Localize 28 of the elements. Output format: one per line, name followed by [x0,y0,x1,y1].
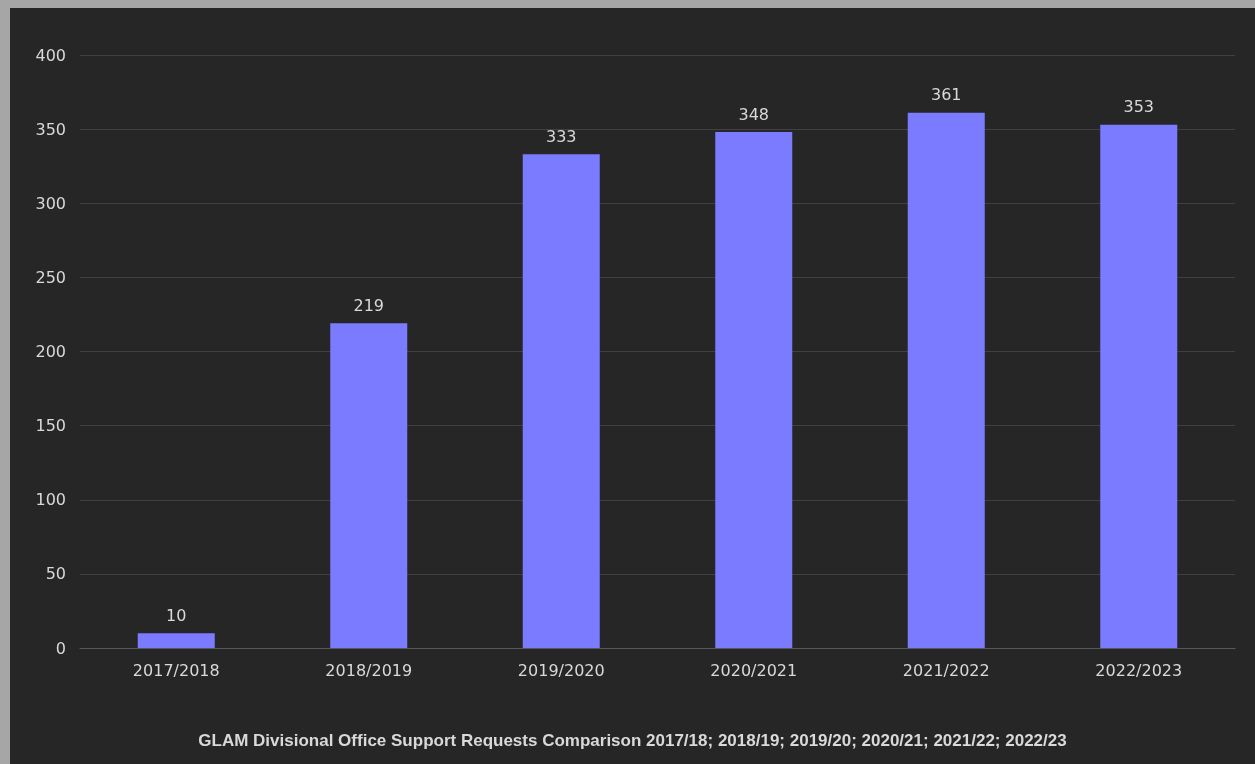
data-label: 10 [166,605,187,625]
x-tick-label: 2017/2018 [132,660,220,680]
data-label: 353 [1123,97,1155,117]
data-label: 219 [353,295,385,315]
bar [907,112,985,648]
text: GLAM Divisional Office Support Requests Comparison 2017/18; 2018/19; 2019/20; 2020/21; 2021/22; 2022/23 [198,731,1067,750]
x-tick-label: 2020/2021 [710,660,798,680]
bar [137,633,215,648]
x-tick-label: 2021/2022 [902,660,990,680]
bar [1100,124,1178,648]
bar [522,154,600,648]
y-tick-label: 50 [45,564,66,584]
bar [715,132,793,648]
x-tick-label: 2018/2019 [325,660,413,680]
y-tick-label: 150 [35,416,66,436]
x-tick-label: 2019/2020 [517,660,605,680]
y-tick-label: 0 [55,638,66,658]
y-tick-label: 300 [35,193,66,213]
data-label: 333 [545,126,577,146]
y-tick-label: 100 [35,490,66,510]
bar [330,323,408,648]
y-tick-label: 350 [35,119,66,139]
data-label: 348 [738,104,770,124]
y-tick-label: 400 [35,45,66,65]
y-tick-label: 250 [35,267,66,287]
y-tick-label: 200 [35,342,66,361]
x-tick-label: 2022/2023 [1095,660,1183,680]
data-label: 361 [930,85,962,105]
